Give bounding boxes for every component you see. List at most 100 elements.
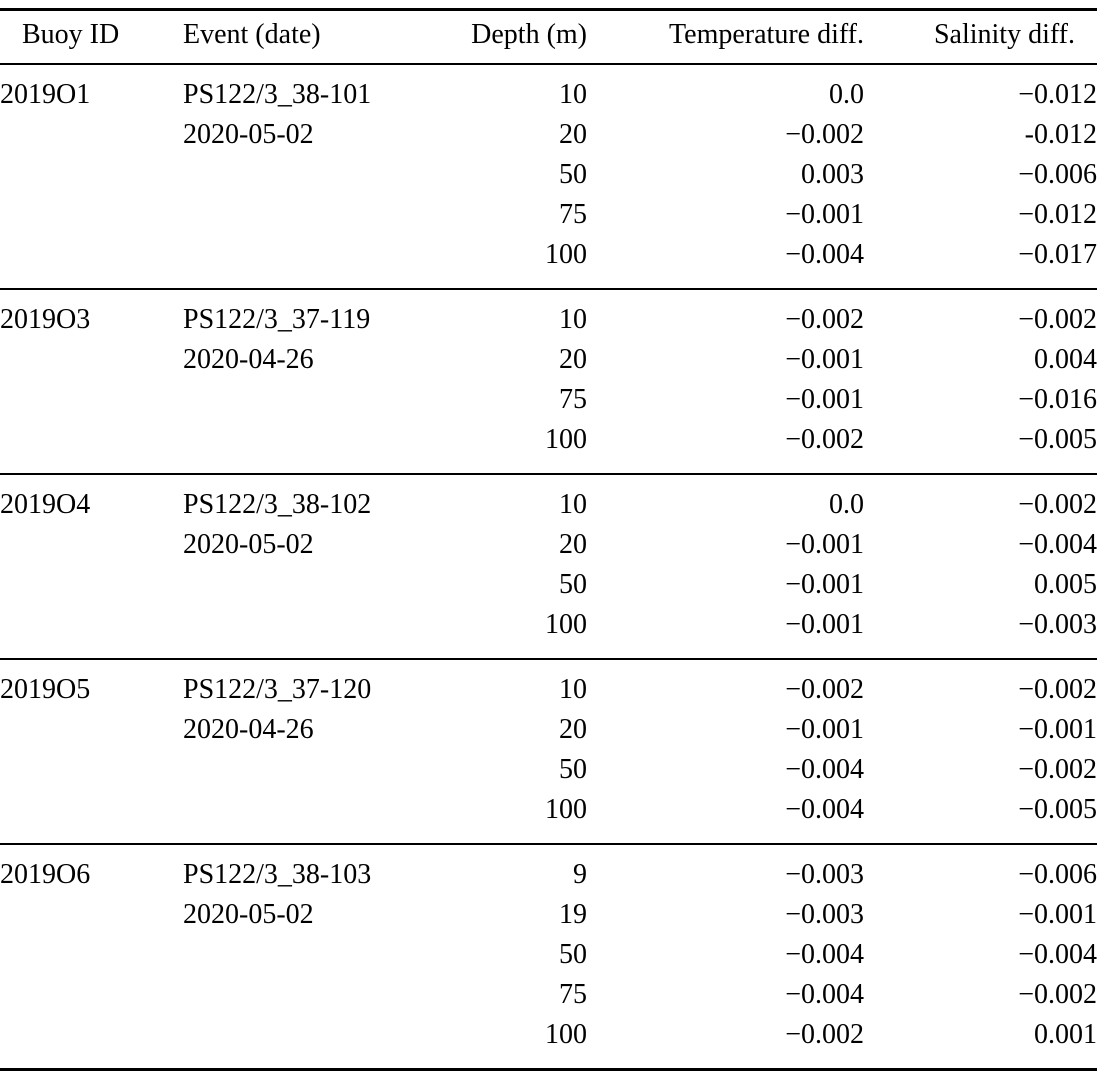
cell-salinity-diff: 0.001 <box>1034 1019 1097 1050</box>
cell-salinity-diff: −0.002 <box>1018 304 1097 335</box>
table-row: 2019O3 PS122/3_37-119 10 −0.002 −0.002 <box>0 289 1097 340</box>
cell-depth: 20 <box>559 714 587 745</box>
cell-buoy-id <box>0 155 183 195</box>
cell-buoy-id <box>0 565 183 605</box>
cell-event: 2020-05-02 <box>183 119 314 150</box>
table-row: 75 −0.001 −0.016 <box>0 380 1097 420</box>
cell-event <box>183 790 451 844</box>
cell-salinity-diff: −0.006 <box>1018 859 1097 890</box>
buoy-group: 2019O6 PS122/3_38-103 9 −0.003 −0.006 2020-05… <box>0 844 1097 1070</box>
column-header-event-date: Event (date) <box>183 9 451 65</box>
cell-salinity-diff: −0.002 <box>1018 489 1097 520</box>
cell-buoy-id: 2019O3 <box>0 304 91 335</box>
cell-buoy-id <box>0 115 183 155</box>
cell-event: 2020-05-02 <box>183 899 314 930</box>
table-row: 75 −0.001 −0.012 <box>0 195 1097 235</box>
table-row: 2019O6 PS122/3_38-103 9 −0.003 −0.006 <box>0 844 1097 895</box>
cell-event <box>183 975 451 1015</box>
cell-depth: 50 <box>559 939 587 970</box>
table-row: 100 −0.001 −0.003 <box>0 605 1097 659</box>
cell-temperature-diff: −0.002 <box>785 1019 864 1050</box>
cell-salinity-diff: -0.012 <box>1024 119 1097 150</box>
cell-buoy-id <box>0 710 183 750</box>
cell-buoy-id: 2019O4 <box>0 489 91 520</box>
cell-depth: 10 <box>559 304 587 335</box>
header-row: Buoy ID Event (date) Depth (m) Temperatu… <box>0 9 1097 65</box>
table-row: 2020-05-02 20 −0.001 −0.004 <box>0 525 1097 565</box>
cell-salinity-diff: 0.004 <box>1034 344 1097 375</box>
cell-temperature-diff: −0.002 <box>785 674 864 705</box>
cell-buoy-id <box>0 380 183 420</box>
column-header-temperature-diff: Temperature diff. <box>587 9 864 65</box>
cell-salinity-diff: −0.002 <box>1018 754 1097 785</box>
cell-event <box>183 935 451 975</box>
cell-temperature-diff: −0.001 <box>785 199 864 230</box>
cell-buoy-id <box>0 1015 183 1070</box>
cell-event <box>183 195 451 235</box>
column-header-salinity-diff: Salinity diff. <box>864 9 1097 65</box>
table-row: 75 −0.004 −0.002 <box>0 975 1097 1015</box>
cell-depth: 75 <box>559 384 587 415</box>
cell-buoy-id: 2019O1 <box>0 79 91 110</box>
cell-temperature-diff: −0.002 <box>785 424 864 455</box>
table-row: 100 −0.004 −0.017 <box>0 235 1097 289</box>
cell-depth: 9 <box>573 859 587 890</box>
cell-depth: 19 <box>559 899 587 930</box>
cell-depth: 100 <box>545 424 587 455</box>
cell-temperature-diff: 0.0 <box>829 489 864 520</box>
cell-salinity-diff: −0.003 <box>1018 609 1097 640</box>
cell-buoy-id <box>0 975 183 1015</box>
buoy-comparison-table: Buoy ID Event (date) Depth (m) Temperatu… <box>0 8 1097 1071</box>
buoy-group: 2019O3 PS122/3_37-119 10 −0.002 −0.002 2020-0… <box>0 289 1097 474</box>
cell-buoy-id <box>0 235 183 289</box>
cell-buoy-id <box>0 420 183 474</box>
cell-salinity-diff: −0.016 <box>1018 384 1097 415</box>
cell-event: PS122/3_38-102 <box>183 489 372 520</box>
table-row: 2020-04-26 20 −0.001 −0.001 <box>0 710 1097 750</box>
cell-salinity-diff: −0.005 <box>1018 794 1097 825</box>
cell-temperature-diff: −0.003 <box>785 899 864 930</box>
table-row: 2019O1 PS122/3_38-101 10 0.0 −0.012 <box>0 64 1097 115</box>
cell-buoy-id <box>0 340 183 380</box>
cell-depth: 10 <box>559 79 587 110</box>
cell-depth: 100 <box>545 1019 587 1050</box>
table-row: 2020-05-02 20 −0.002 -0.012 <box>0 115 1097 155</box>
cell-temperature-diff: −0.004 <box>785 979 864 1010</box>
table-row: 50 −0.004 −0.002 <box>0 750 1097 790</box>
cell-event <box>183 380 451 420</box>
table-row: 2020-04-26 20 −0.001 0.004 <box>0 340 1097 380</box>
cell-salinity-diff: −0.004 <box>1018 939 1097 970</box>
cell-buoy-id <box>0 895 183 935</box>
cell-salinity-diff: 0.005 <box>1034 569 1097 600</box>
cell-temperature-diff: −0.001 <box>785 344 864 375</box>
cell-event <box>183 1015 451 1070</box>
cell-buoy-id: 2019O5 <box>0 674 91 705</box>
table-row: 50 −0.004 −0.004 <box>0 935 1097 975</box>
cell-temperature-diff: −0.002 <box>785 119 864 150</box>
table-row: 2020-05-02 19 −0.003 −0.001 <box>0 895 1097 935</box>
cell-temperature-diff: −0.004 <box>785 939 864 970</box>
cell-event: PS122/3_38-101 <box>183 79 372 110</box>
cell-buoy-id <box>0 525 183 565</box>
cell-depth: 50 <box>559 569 587 600</box>
cell-buoy-id <box>0 750 183 790</box>
table-row: 50 −0.001 0.005 <box>0 565 1097 605</box>
table-row: 100 −0.002 0.001 <box>0 1015 1097 1070</box>
cell-temperature-diff: −0.003 <box>785 859 864 890</box>
cell-salinity-diff: −0.012 <box>1018 199 1097 230</box>
column-header-buoy-id: Buoy ID <box>0 9 183 65</box>
cell-salinity-diff: −0.001 <box>1018 899 1097 930</box>
cell-temperature-diff: −0.001 <box>785 384 864 415</box>
cell-depth: 20 <box>559 119 587 150</box>
cell-buoy-id <box>0 790 183 844</box>
cell-temperature-diff: −0.004 <box>785 794 864 825</box>
table-row: 2019O5 PS122/3_37-120 10 −0.002 −0.002 <box>0 659 1097 710</box>
cell-event: PS122/3_37-119 <box>183 304 371 335</box>
cell-depth: 10 <box>559 489 587 520</box>
cell-salinity-diff: −0.004 <box>1018 529 1097 560</box>
cell-event <box>183 155 451 195</box>
cell-buoy-id: 2019O6 <box>0 859 91 890</box>
cell-depth: 50 <box>559 159 587 190</box>
buoy-group: 2019O4 PS122/3_38-102 10 0.0 −0.002 2020-05-0… <box>0 474 1097 659</box>
cell-event <box>183 420 451 474</box>
